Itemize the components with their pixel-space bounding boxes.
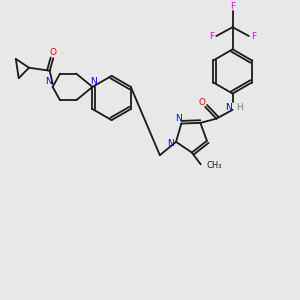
- Text: N: N: [175, 114, 182, 123]
- Text: N: N: [45, 77, 52, 86]
- Text: F: F: [230, 2, 235, 11]
- Text: N: N: [167, 139, 174, 148]
- Text: N: N: [225, 103, 232, 112]
- Text: O: O: [50, 49, 57, 58]
- Text: H: H: [236, 103, 242, 112]
- Text: N: N: [91, 77, 97, 86]
- Text: F: F: [251, 32, 256, 40]
- Text: F: F: [209, 32, 214, 40]
- Text: O: O: [198, 98, 205, 107]
- Text: CH₃: CH₃: [207, 161, 222, 170]
